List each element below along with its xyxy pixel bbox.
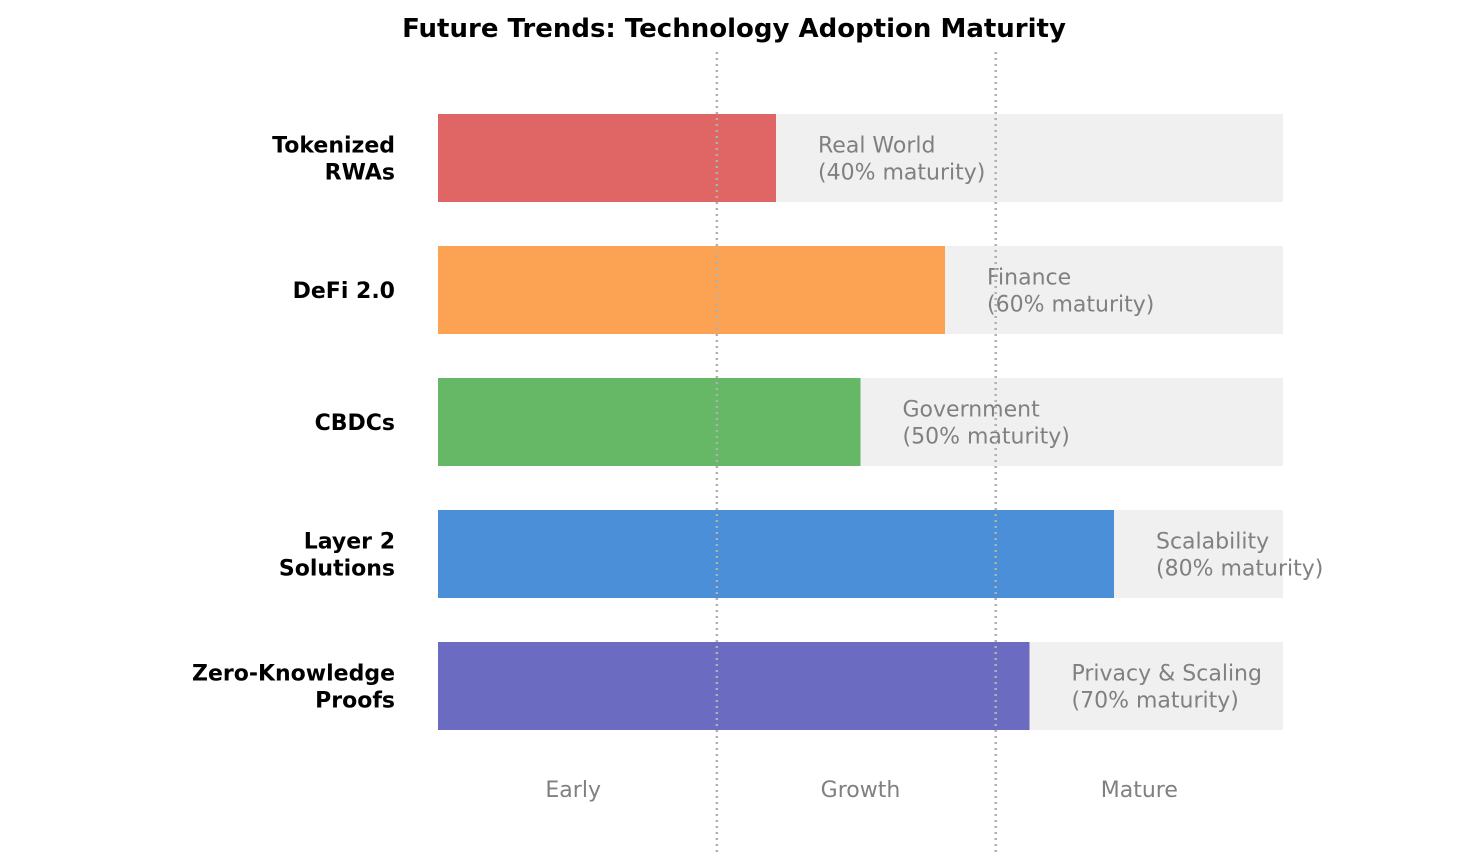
stage-label: Mature	[1101, 778, 1178, 803]
category-label: Tokenized RWAs	[272, 134, 395, 186]
bar-data-label: Scalability (80% maturity)	[1156, 530, 1323, 582]
category-label: CBDCs	[315, 411, 395, 436]
bar-data-label: Real World (40% maturity)	[818, 134, 985, 186]
maturity-bar	[438, 510, 1114, 598]
maturity-bar	[438, 114, 776, 202]
bar-data-label: Finance (60% maturity)	[987, 266, 1154, 318]
stage-label: Growth	[821, 778, 901, 803]
bar-data-label: Privacy & Scaling (70% maturity)	[1072, 662, 1262, 714]
bar-data-label: Government (50% maturity)	[903, 398, 1070, 450]
stage-label: Early	[545, 778, 601, 803]
category-label: Zero-Knowledge Proofs	[192, 662, 395, 714]
maturity-bar	[438, 246, 945, 334]
category-label: DeFi 2.0	[293, 279, 395, 304]
chart-title: Future Trends: Technology Adoption Matur…	[402, 14, 1066, 44]
maturity-bar	[438, 378, 861, 466]
maturity-bar	[438, 642, 1030, 730]
category-label: Layer 2 Solutions	[279, 530, 395, 582]
